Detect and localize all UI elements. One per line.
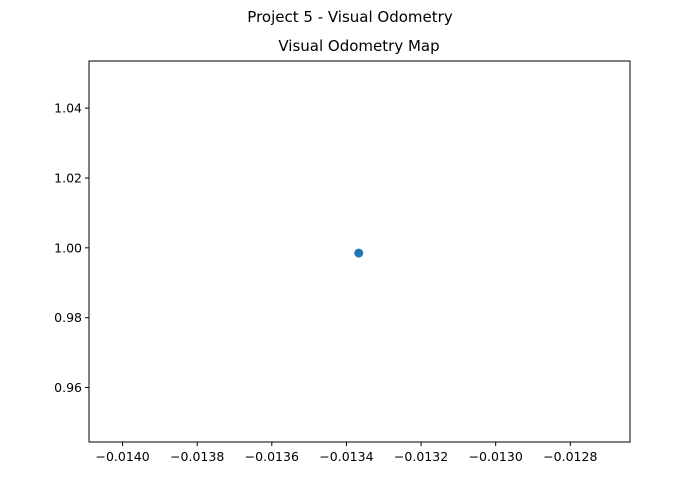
figure-suptitle: Project 5 - Visual Odometry	[247, 8, 453, 26]
data-point	[354, 248, 364, 258]
x-tick-label: −0.0140	[95, 449, 149, 464]
x-tick-label: −0.0134	[319, 449, 373, 464]
plot-area: −0.0140 −0.0138 −0.0136 −0.0134 −0.0132 −0.01…	[54, 60, 631, 464]
y-tick-label: 0.98	[54, 310, 82, 325]
axes-frame	[88, 60, 631, 443]
chart-title: Visual Odometry Map	[278, 37, 439, 55]
y-tick-label: 0.96	[54, 380, 82, 395]
x-tick-label: −0.0138	[170, 449, 224, 464]
y-tick-label: 1.02	[54, 170, 82, 185]
x-tick-label: −0.0136	[245, 449, 299, 464]
x-tick-label: −0.0128	[543, 449, 597, 464]
x-tick-label: −0.0132	[394, 449, 448, 464]
y-tick-label: 1.00	[54, 240, 82, 255]
x-tick-label: −0.0130	[469, 449, 523, 464]
y-tick-label: 1.04	[54, 101, 82, 116]
